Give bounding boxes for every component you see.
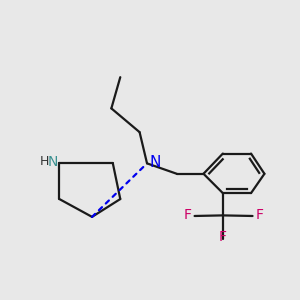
Text: F: F xyxy=(184,208,192,222)
Text: F: F xyxy=(219,230,227,244)
Text: H: H xyxy=(40,155,49,168)
Text: N: N xyxy=(47,155,58,169)
Text: F: F xyxy=(256,208,263,222)
Text: N: N xyxy=(149,155,161,170)
